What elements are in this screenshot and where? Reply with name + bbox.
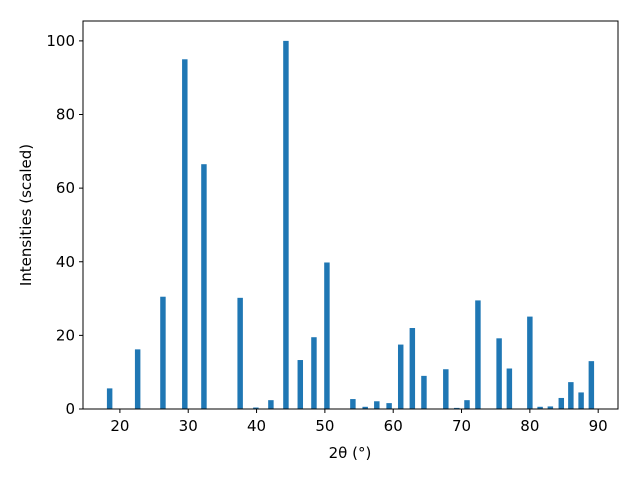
bar [362,406,368,409]
bar [547,406,554,409]
bar [537,406,543,409]
bar [324,262,330,409]
bar [311,337,317,409]
y-tick-label: 20 [56,326,75,344]
x-tick-label: 90 [589,417,608,435]
y-tick-label: 80 [56,106,75,124]
bar [506,368,513,409]
bar [106,388,113,409]
bar [283,40,289,409]
bar [386,403,392,409]
y-tick-label: 0 [65,400,75,418]
bar [588,361,595,409]
x-tick-label: 80 [520,417,539,435]
bar [268,400,274,409]
bar [160,296,166,409]
plot-frame [82,20,619,410]
bar [496,338,502,409]
x-axis-label: 2θ (°) [329,444,372,462]
bar [558,397,565,409]
bar [374,401,380,409]
bar [454,407,460,409]
bar [237,297,243,409]
bar [443,369,449,409]
bar [421,375,427,409]
y-tick-label: 40 [56,253,75,271]
bar [201,164,207,409]
bar [409,328,416,409]
bar [475,300,481,409]
y-axis-label: Intensities (scaled) [17,144,35,286]
x-tick-label: 20 [110,417,129,435]
bar [253,407,259,409]
bar [397,344,404,409]
y-tick-label: 60 [56,179,75,197]
y-tick-label: 100 [46,32,75,50]
bar [527,316,533,409]
bar [134,349,141,409]
bar [464,400,470,409]
bar [297,360,304,409]
bar [578,392,584,409]
bar [182,59,188,409]
x-tick-label: 60 [384,417,403,435]
x-tick-label: 70 [452,417,471,435]
x-tick-label: 40 [247,417,266,435]
x-tick-label: 50 [315,417,334,435]
bar [568,382,574,409]
x-tick-label: 30 [179,417,198,435]
bar [350,399,356,409]
